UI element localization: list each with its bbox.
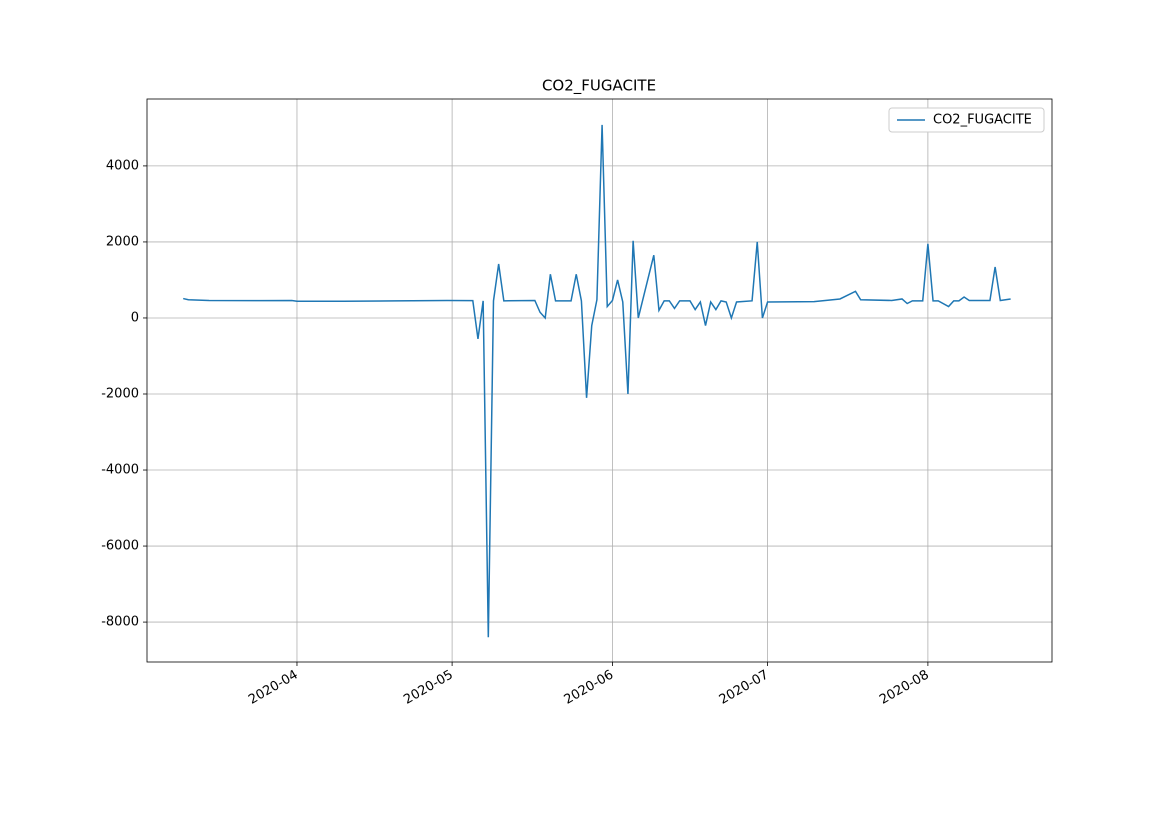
y-tick-label: -6000	[101, 539, 139, 554]
y-tick-label: -8000	[101, 615, 139, 630]
x-tick-label: 2020-07	[717, 668, 772, 708]
x-tick-label: 2020-08	[877, 668, 932, 708]
x-tick-label: 2020-05	[401, 668, 456, 708]
plot-frame	[146, 98, 1053, 663]
legend-label: CO2_FUGACITE	[933, 113, 1032, 128]
y-tick-label: 4000	[106, 158, 139, 173]
legend-box	[888, 107, 1045, 133]
y-tick-label: 0	[131, 310, 139, 325]
x-tick-label: 2020-04	[246, 668, 301, 708]
y-tick-label: -2000	[101, 386, 139, 401]
legend: CO2_FUGACITE	[888, 107, 1045, 133]
y-tick-label: -4000	[101, 463, 139, 478]
y-tick-label: 2000	[106, 234, 139, 249]
line-series	[183, 124, 1011, 638]
chart-title: CO2_FUGACITE	[542, 77, 656, 96]
x-tick-label: 2020-06	[562, 668, 617, 708]
